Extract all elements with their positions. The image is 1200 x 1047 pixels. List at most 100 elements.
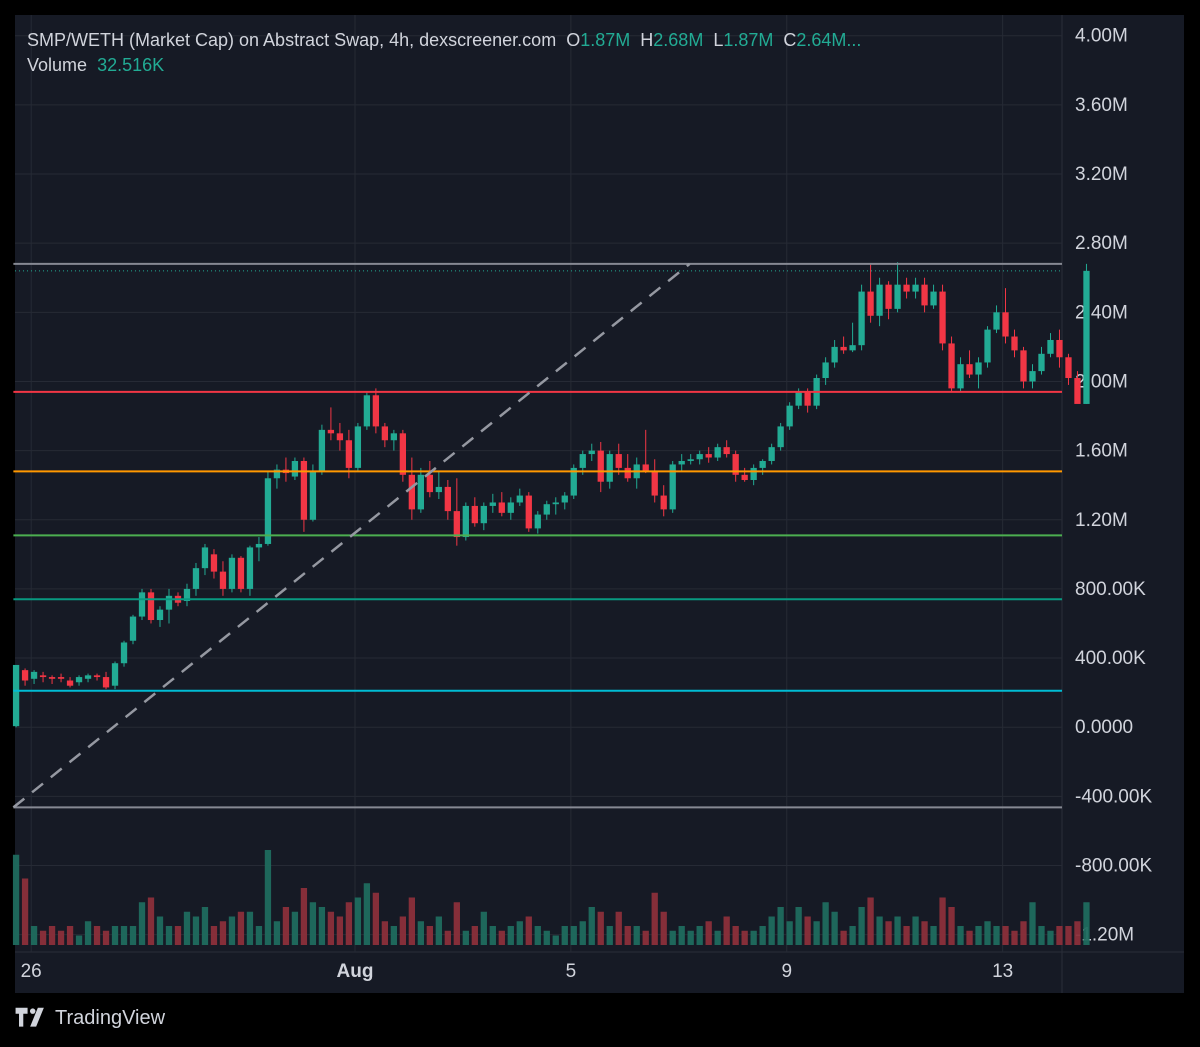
volume-bar [282,907,290,945]
candle-body [498,502,505,513]
candle-body [732,454,739,475]
volume-bar [363,883,371,945]
volume-bar [795,907,802,945]
candle-body [615,454,622,468]
volume-bar [984,921,991,945]
volume-bar [48,926,56,945]
volume-bar [237,911,245,945]
volume-bar [552,935,559,945]
volume-bar [993,926,1000,945]
volume-bar [1020,921,1027,945]
volume-bar [588,907,595,945]
candle-body [255,543,263,548]
volume-bar [903,926,910,945]
candle-body [570,467,577,496]
candle-body [309,471,317,520]
volume-bar [66,926,74,945]
volume-label[interactable]: Volume [27,55,88,75]
volume-bar [669,930,676,945]
y-tick-label: -1.20M [1075,925,1134,946]
candle-body [219,571,227,589]
candle-body [1056,339,1063,358]
volume-bar [75,935,83,945]
candle-body [300,460,308,520]
candle-body [912,284,919,292]
chart-pane[interactable] [15,15,1184,993]
volume-bar [1074,921,1081,945]
candle-body [777,426,784,448]
volume-bar [930,926,937,945]
volume-bar [255,926,263,945]
candle-body [939,291,946,344]
y-tick-label: 1.60M [1075,441,1128,462]
volume-bar [534,926,541,945]
open-label: O [566,30,581,50]
candle-body [228,557,236,589]
candle-body [1065,357,1072,379]
x-tick-label: 26 [21,961,42,982]
symbol-title[interactable]: SMP/WETH (Market Cap) on Abstract Swap, … [27,30,557,50]
volume-bar [822,902,829,945]
volume-bar [102,930,110,945]
close-value: 2.64M... [796,30,862,50]
candle-body [39,675,47,678]
candle-body [264,478,272,544]
candle-body [318,429,326,472]
volume-bar [660,911,667,945]
volume-bar [885,921,892,945]
volume-bar [30,926,38,945]
volume-bar [1065,926,1072,945]
volume-bar [174,926,182,945]
volume-bar [831,911,838,945]
volume-bar [471,926,478,945]
y-tick-label: 400.00K [1075,648,1146,669]
candle-body [975,362,982,375]
candle-body [21,670,29,681]
y-tick-label: 2.40M [1075,302,1128,323]
candle-body [957,364,964,389]
volume-bar [300,888,308,945]
candle-body [453,511,460,538]
candle-body [642,464,649,472]
volume-bar [894,916,901,945]
y-tick-label: 800.00K [1075,579,1146,600]
candle-body [1083,270,1090,404]
candle-body [210,554,218,572]
candle-body [624,467,631,479]
candle-body [291,460,299,477]
volume-bar [714,930,721,945]
candle-body [192,568,200,589]
volume-bar [813,921,820,945]
candle-body [147,592,155,621]
candle-body [84,675,92,679]
volume-bar [678,926,685,945]
volume-bar [705,921,712,945]
candle-body [921,284,928,306]
candle-body [129,616,137,641]
volume-bar [462,930,469,945]
volume-bar [399,916,407,945]
symbol-header: SMP/WETH (Market Cap) on Abstract Swap, … [27,30,861,51]
volume-bar [1029,902,1036,945]
candle-body [246,547,254,589]
volume-bar [777,907,784,945]
y-tick-label: 3.60M [1075,95,1128,116]
volume-bar [12,854,20,945]
volume-bar [615,911,622,945]
candle-body [381,426,389,441]
candle-body [363,395,371,427]
candle-body [930,291,937,306]
candle-body [669,464,676,510]
tradingview-brand[interactable]: TradingView [15,1006,165,1030]
volume-bar [525,916,532,945]
candle-body [516,495,523,503]
candle-body [885,284,892,309]
candle-body [93,675,101,678]
candle-body [993,312,1000,330]
candle-body [705,454,712,458]
volume-bar [156,916,164,945]
candle-body [597,450,604,482]
candle-body [507,502,514,513]
candle-body [984,329,991,363]
